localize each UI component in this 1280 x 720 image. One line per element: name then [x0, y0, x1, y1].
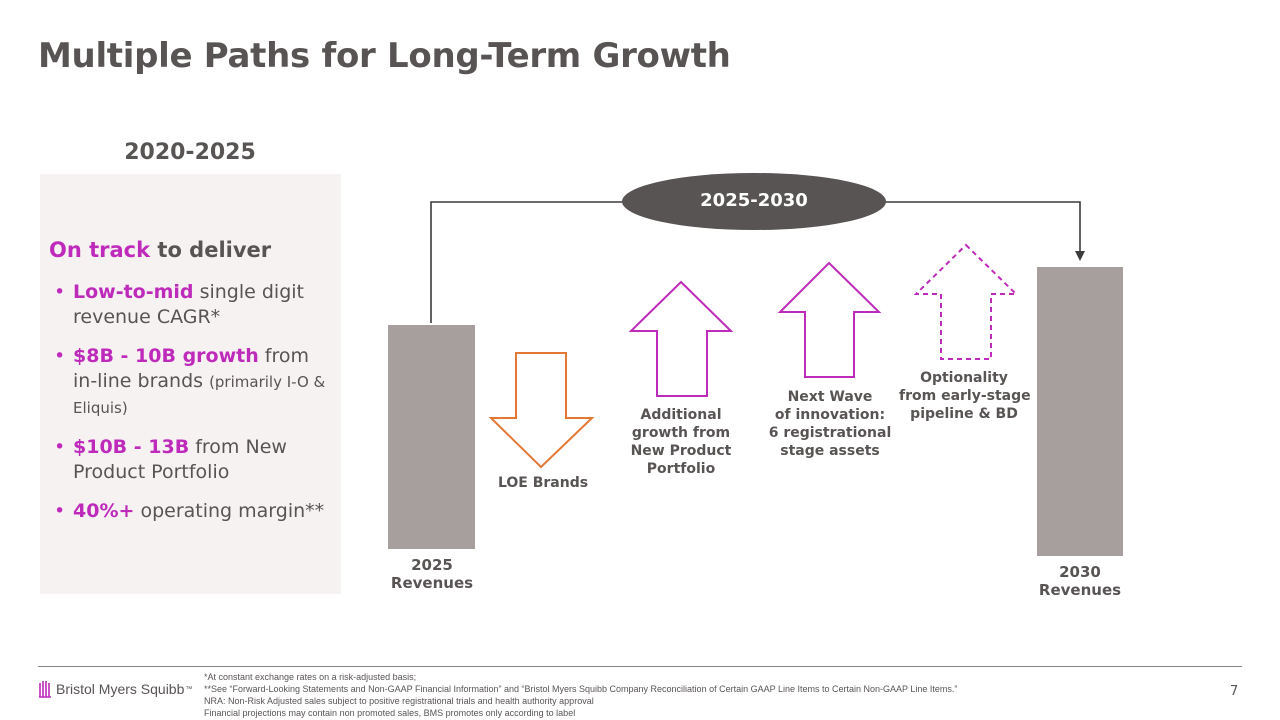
revenue-bar-2025	[388, 325, 475, 549]
bullet-dot-icon: •	[54, 345, 66, 367]
arrow-label-optionality: Optionality from early-stage pipeline & …	[899, 369, 1031, 423]
page-number: 7	[1230, 684, 1239, 699]
bar-label-year: 2025	[411, 556, 453, 574]
new-product-up-arrow-icon	[628, 280, 734, 397]
bar-label-year: 2030	[1059, 563, 1101, 581]
bullet-highlight: Low-to-mid	[73, 281, 194, 303]
logo-text: Bristol Myers Squibb	[56, 681, 185, 697]
footnote-line: Financial projections may contain non pr…	[204, 708, 576, 718]
company-logo: Bristol Myers Squibb ™	[38, 678, 192, 700]
logo-trademark: ™	[185, 685, 193, 693]
bms-logo-icon	[39, 681, 51, 698]
arrow-label-line: growth from	[631, 425, 731, 441]
optionality-dashed-up-arrow-icon	[913, 243, 1019, 360]
arrow-label-line: from early-stage	[899, 388, 1031, 404]
arrow-label-line: Optionality	[920, 370, 1008, 386]
bullet-highlight: $10B - 13B	[73, 436, 190, 458]
arrow-label-line: New Product	[630, 443, 732, 459]
period-oval-2025-2030	[622, 173, 886, 230]
arrow-label-line: of innovation:	[774, 407, 886, 423]
arrow-label-line: Portfolio	[646, 461, 716, 477]
bar-label-text: Revenues	[1038, 581, 1122, 599]
arrow-label-line: Next Wave	[787, 389, 873, 405]
panel-heading-rest: to deliver	[150, 238, 272, 262]
arrow-label-line: LOE Brands	[497, 475, 589, 491]
arrow-label-line: pipeline & BD	[910, 406, 1018, 422]
period-label-2025-2030: 2025-2030	[700, 190, 808, 211]
bar-label-2025: 2025 Revenues	[372, 556, 492, 592]
panel-heading-highlight: On track	[49, 238, 151, 262]
bar-label-text: Revenues	[390, 574, 474, 592]
arrow-label-line: 6 registrational	[768, 425, 892, 441]
next-wave-up-arrow-icon	[777, 261, 882, 378]
bullet-highlight: $8B - 10B growth	[73, 345, 259, 367]
bullet-highlight: 40%+	[73, 500, 135, 522]
outlook-bullets: • Low-to-mid single digit revenue CAGR* •…	[51, 280, 336, 538]
bullet-dot-icon: •	[54, 281, 66, 303]
bullet-item: • $8B - 10B growth from in-line brands (p…	[51, 344, 336, 421]
revenue-bar-2030	[1037, 267, 1123, 556]
bullet-text: from in-line brands	[73, 345, 310, 392]
bullet-dot-icon: •	[54, 436, 66, 458]
arrow-label-new-product: Additional growth from New Product Portf…	[616, 406, 746, 478]
loe-down-arrow-icon	[488, 352, 595, 469]
bar-label-2030: 2030 Revenues	[1020, 563, 1140, 599]
footnote-line: NRA: Non-Risk Adjusted sales subject to …	[204, 696, 594, 706]
footnote-line: *At constant exchange rates on a risk-ad…	[204, 672, 417, 682]
arrow-label-next-wave: Next Wave of innovation: 6 registrationa…	[760, 388, 900, 460]
bullet-small-text: (primarily I-O & Eliquis)	[73, 373, 326, 417]
footnotes: *At constant exchange rates on a risk-ad…	[204, 671, 957, 719]
bullet-text: operating margin**	[134, 500, 325, 522]
bullet-item: • $10B - 13B from New Product Portfolio	[51, 435, 336, 485]
panel-heading: On track to deliver	[49, 238, 271, 262]
bullet-text: from New Product Portfolio	[73, 436, 287, 483]
arrow-label-loe: LOE Brands	[483, 474, 603, 492]
slide-title: Multiple Paths for Long-Term Growth	[38, 36, 731, 76]
outlook-panel: On track to deliver • Low-to-mid single d…	[40, 174, 341, 594]
footer-divider	[38, 666, 1242, 667]
arrow-label-line: stage assets	[780, 443, 880, 459]
footnote-line: **See “Forward-Looking Statements and No…	[204, 684, 958, 694]
bullet-item: • 40%+ operating margin**	[51, 499, 336, 524]
bullet-text: single digit revenue CAGR*	[73, 281, 304, 328]
bullet-item: • Low-to-mid single digit revenue CAGR*	[51, 280, 336, 330]
arrow-label-line: Additional	[640, 407, 722, 423]
period-label-2020-2025: 2020-2025	[124, 140, 256, 165]
bullet-dot-icon: •	[54, 500, 66, 522]
